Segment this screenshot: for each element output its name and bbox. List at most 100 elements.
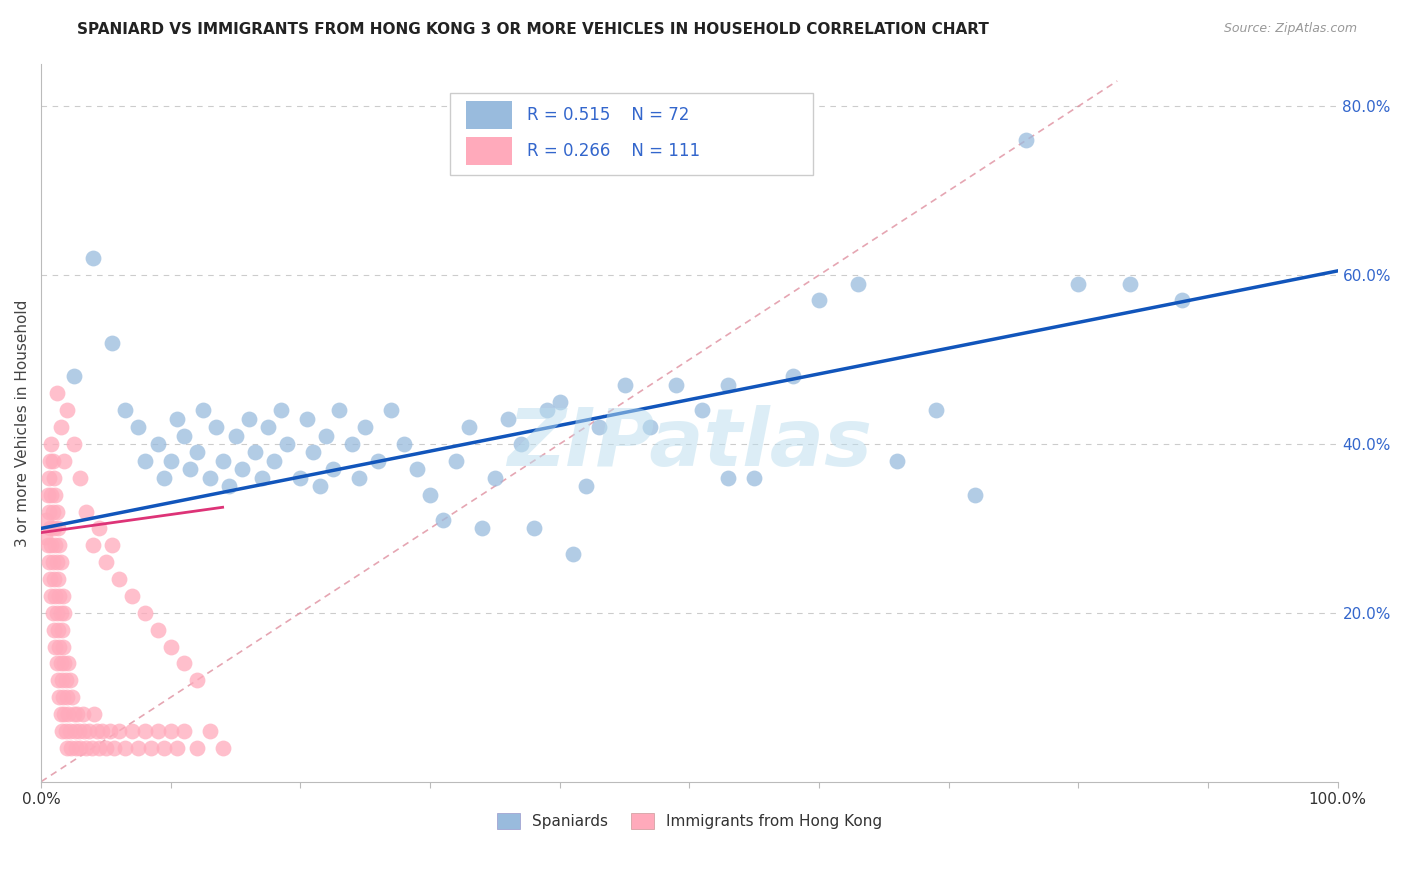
Point (44, 640, 66, 654)
Point (548, 394, 571, 409)
Point (42, 521, 65, 535)
Point (575, 479, 598, 493)
Point (173, 724, 195, 739)
Point (45, 386, 67, 401)
Point (742, 471, 765, 485)
Point (38, 471, 60, 485)
Point (42, 572, 65, 586)
Point (52, 589, 75, 603)
Point (48, 589, 70, 603)
Point (49, 555, 72, 569)
Point (77, 724, 100, 739)
Point (166, 740, 188, 755)
Point (257, 420, 280, 434)
Point (53, 657, 76, 671)
Point (46, 572, 69, 586)
Point (193, 403, 215, 417)
Point (42, 606, 65, 620)
Text: Source: ZipAtlas.com: Source: ZipAtlas.com (1223, 22, 1357, 36)
Point (127, 420, 149, 434)
Point (101, 538, 124, 552)
Point (808, 293, 831, 308)
Point (80, 740, 103, 755)
Point (925, 403, 948, 417)
Point (45, 606, 67, 620)
Point (46, 623, 69, 637)
Point (83, 707, 105, 722)
FancyBboxPatch shape (467, 102, 512, 128)
Point (63, 724, 86, 739)
Point (53, 454, 76, 468)
Point (146, 437, 169, 451)
Point (49, 657, 72, 671)
Point (89, 740, 111, 755)
Point (153, 471, 176, 485)
Point (380, 403, 402, 417)
Point (49, 707, 72, 722)
Point (55, 673, 77, 688)
Point (86, 724, 108, 739)
Point (588, 420, 610, 434)
Point (471, 521, 494, 535)
Point (211, 454, 233, 468)
Point (42, 471, 65, 485)
Text: SPANIARD VS IMMIGRANTS FROM HONG KONG 3 OR MORE VEHICLES IN HOUSEHOLD CORRELATIO: SPANIARD VS IMMIGRANTS FROM HONG KONG 3 … (77, 22, 990, 37)
Point (347, 471, 370, 485)
Point (38, 555, 60, 569)
Point (51, 724, 73, 739)
Point (94, 740, 117, 755)
Point (45, 657, 67, 671)
Point (52, 690, 75, 705)
Point (290, 471, 312, 485)
Point (243, 445, 266, 459)
Point (561, 547, 583, 561)
Point (173, 428, 195, 442)
Point (613, 377, 636, 392)
Point (134, 724, 156, 739)
Point (59, 724, 82, 739)
Point (198, 471, 221, 485)
Point (127, 740, 149, 755)
Point (238, 411, 260, 425)
Point (48, 538, 70, 552)
Point (231, 462, 253, 476)
Point (49, 606, 72, 620)
Point (496, 411, 519, 425)
Point (509, 437, 531, 451)
Point (166, 411, 188, 425)
Point (76, 740, 98, 755)
Point (44, 538, 66, 552)
Point (640, 420, 662, 434)
Point (52, 640, 75, 654)
Point (159, 454, 181, 468)
Point (67, 724, 90, 739)
Point (1171, 293, 1194, 308)
Point (302, 445, 325, 459)
Point (717, 377, 740, 392)
Point (1119, 277, 1142, 291)
Point (51, 673, 73, 688)
FancyBboxPatch shape (467, 137, 512, 164)
Point (153, 740, 176, 755)
Point (886, 454, 908, 468)
Legend: Spaniards, Immigrants from Hong Kong: Spaniards, Immigrants from Hong Kong (491, 806, 889, 835)
Point (46, 521, 69, 535)
Point (56, 740, 79, 755)
Point (146, 623, 169, 637)
Point (48, 640, 70, 654)
Point (211, 740, 233, 755)
Point (432, 513, 454, 527)
Point (322, 462, 344, 476)
Point (717, 471, 740, 485)
Point (55, 724, 77, 739)
Point (91, 724, 114, 739)
Point (39, 454, 62, 468)
Point (60, 690, 83, 705)
Point (82, 251, 104, 265)
Point (42, 555, 65, 569)
Point (406, 462, 429, 476)
Point (38, 504, 60, 518)
Point (108, 724, 131, 739)
Point (263, 454, 285, 468)
Point (98, 724, 121, 739)
